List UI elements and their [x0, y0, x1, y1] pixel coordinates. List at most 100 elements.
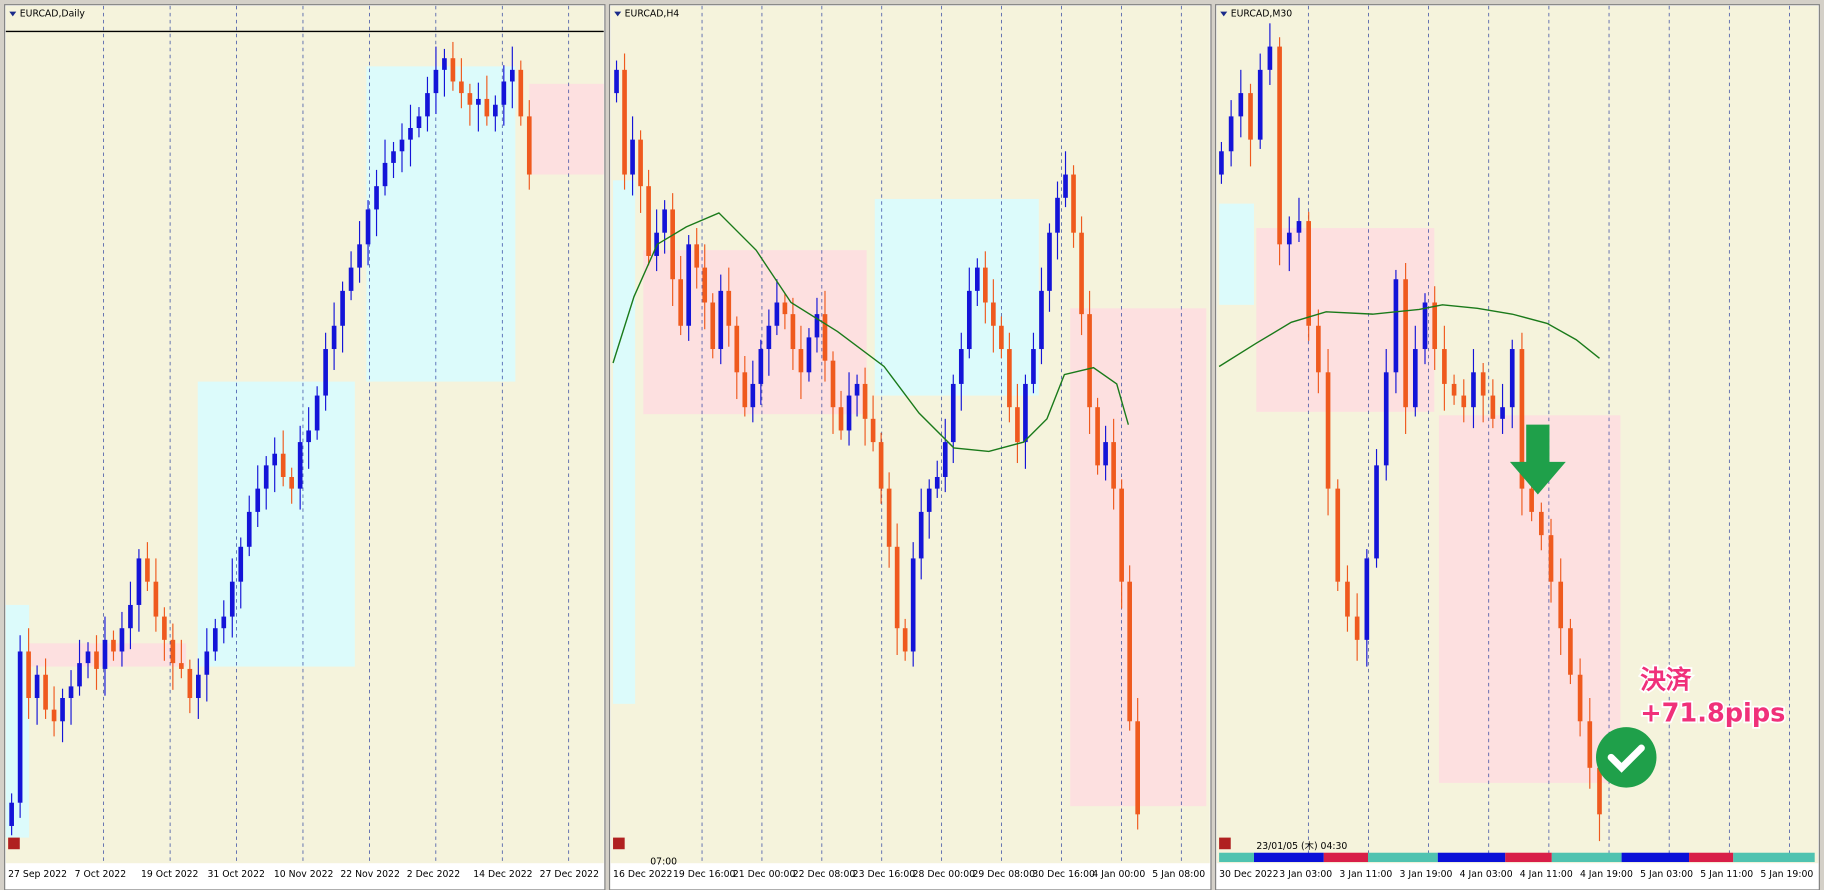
- candle-body: [838, 407, 844, 431]
- x-axis-label: 4 Jan 00:00: [1092, 869, 1145, 880]
- candle-body: [221, 616, 227, 629]
- candle-body: [425, 93, 430, 117]
- candle-body: [942, 442, 948, 477]
- candle-body: [1412, 349, 1418, 408]
- candle-body: [102, 639, 108, 669]
- candle-body: [509, 69, 515, 82]
- candle-body: [179, 663, 184, 669]
- candle-body: [111, 639, 116, 652]
- candle-body: [229, 581, 235, 617]
- candle-body: [43, 674, 48, 710]
- candle-body: [1087, 314, 1092, 408]
- candle-body: [68, 686, 74, 699]
- candle-body: [1345, 581, 1350, 617]
- check-badge: [1596, 727, 1657, 788]
- candle-body: [306, 430, 311, 443]
- candle-body: [526, 116, 532, 175]
- candle-body: [926, 488, 932, 512]
- candle-body: [854, 383, 860, 396]
- chart-button: [8, 837, 20, 850]
- candle-body: [991, 302, 996, 326]
- candle-body: [862, 383, 868, 419]
- candle-body: [798, 349, 804, 373]
- candle-body: [1306, 221, 1311, 326]
- candle-body: [1490, 395, 1496, 419]
- candle-body: [518, 69, 524, 117]
- candle-body: [686, 244, 692, 326]
- candle-body: [918, 511, 924, 559]
- chart-title: EURCAD,M30: [1231, 8, 1293, 19]
- candle-body: [391, 151, 396, 163]
- candle-body: [128, 604, 133, 629]
- x-axis-label: 22 Dec 08:00: [793, 869, 856, 880]
- candle-body: [830, 360, 836, 408]
- candle-body: [94, 651, 99, 669]
- candle-body: [289, 476, 295, 489]
- candle-body: [145, 558, 150, 582]
- time-label: 07:00: [650, 856, 677, 867]
- candle-body: [1286, 232, 1292, 245]
- candle-body: [1228, 116, 1234, 152]
- candle-body: [822, 314, 828, 361]
- panel-menu-icon: [614, 11, 622, 17]
- candle-body: [1111, 442, 1116, 489]
- candle-body: [280, 453, 286, 477]
- candle-body: [17, 651, 23, 803]
- session-bar: [1437, 852, 1506, 863]
- zone: [613, 180, 636, 704]
- candle-body: [614, 69, 619, 94]
- x-axis-label: 5 Jan 08:00: [1152, 869, 1205, 880]
- candle-body: [1127, 581, 1132, 722]
- candle-body: [1354, 616, 1360, 640]
- candle-body: [1471, 372, 1476, 408]
- candle-body: [1316, 325, 1321, 373]
- candle-body: [1577, 674, 1583, 722]
- candle-body: [878, 442, 884, 489]
- candle-body: [348, 267, 354, 291]
- candle-body: [750, 383, 756, 408]
- annotation-result: +71.8pips: [1640, 698, 1785, 728]
- candle-body: [1296, 221, 1302, 233]
- session-bar: [1254, 852, 1324, 863]
- zone: [1219, 203, 1254, 305]
- candle-body: [476, 98, 481, 105]
- candle-body: [357, 244, 362, 268]
- panel-menu-icon: [9, 11, 17, 17]
- x-axis-label: 16 Dec 2022: [613, 869, 672, 880]
- candle-body: [630, 139, 635, 175]
- x-axis-label: 21 Dec 00:00: [733, 869, 796, 880]
- x-axis-label: 28 Dec 00:00: [913, 869, 976, 880]
- candle-body: [950, 383, 956, 443]
- candle-body: [886, 488, 892, 547]
- candle-body: [433, 69, 439, 94]
- candle-body: [1103, 442, 1108, 466]
- candle-body: [1442, 349, 1447, 384]
- candle-body: [1119, 488, 1124, 582]
- chart-button: [613, 837, 625, 850]
- candle-body: [1529, 488, 1534, 512]
- session-bar: [1551, 852, 1622, 863]
- candle-body: [638, 139, 643, 187]
- candle-body: [467, 93, 473, 105]
- candle-body: [766, 325, 772, 350]
- candle-body: [1422, 302, 1428, 350]
- candle-body: [77, 663, 82, 687]
- candle-body: [399, 139, 405, 152]
- candle-body: [983, 267, 988, 303]
- session-bar: [1323, 852, 1368, 863]
- candle-body: [1238, 93, 1244, 117]
- candle-body: [934, 476, 940, 489]
- candle-body: [726, 290, 732, 326]
- candle-body: [187, 668, 193, 699]
- candle-body: [1079, 232, 1084, 315]
- candle-body: [958, 349, 964, 384]
- x-axis-label: 14 Dec 2022: [473, 869, 532, 880]
- candle-body: [1451, 383, 1457, 396]
- candle-body: [790, 314, 796, 350]
- candle-body: [323, 349, 328, 396]
- candle-body: [1277, 46, 1282, 245]
- x-axis-label: 31 Oct 2022: [207, 869, 264, 880]
- candle-body: [774, 302, 780, 326]
- candle-body: [1055, 197, 1060, 233]
